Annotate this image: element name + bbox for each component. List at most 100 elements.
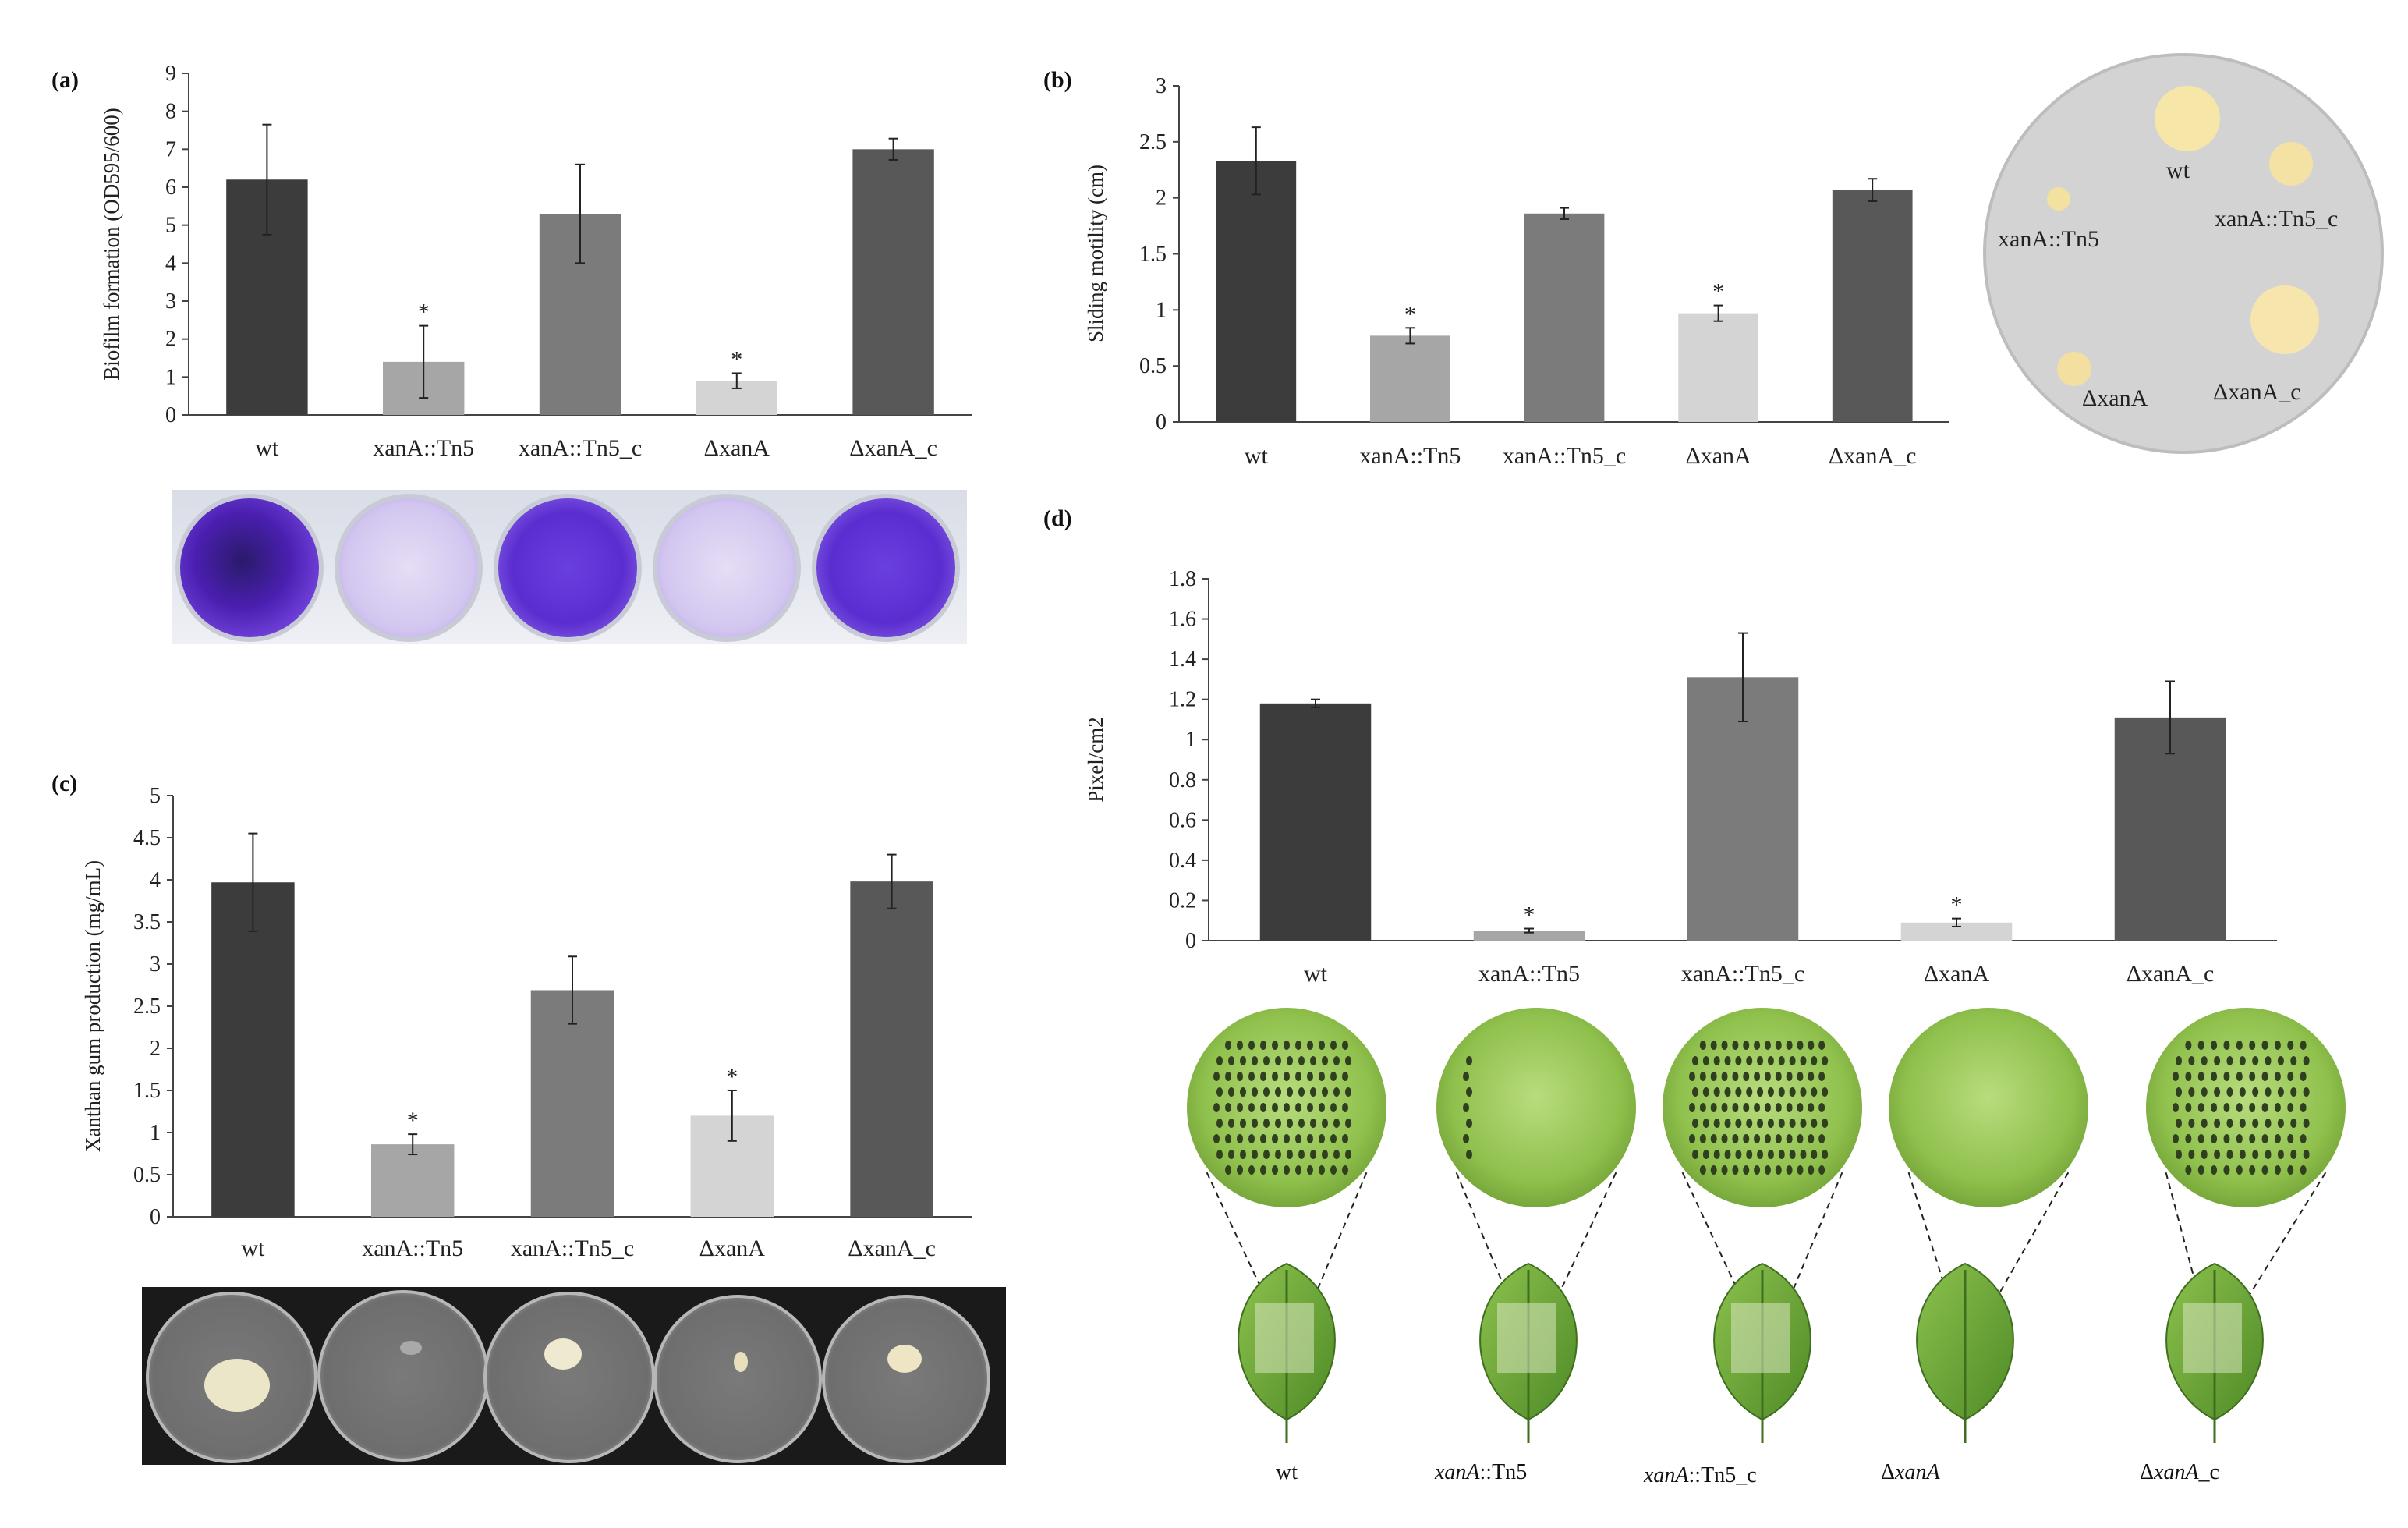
leaf-label-xanA-Tn5-c-italic: xanA — [1644, 1463, 1689, 1487]
lesion-dot — [1287, 1150, 1293, 1159]
leaf-label-xanA-Tn5-c-plain: ::Tn5_c — [1688, 1463, 1757, 1487]
lesion-dot — [1732, 1165, 1739, 1175]
lesion-dot — [2252, 1056, 2259, 1065]
lesion-dot — [2300, 1134, 2307, 1143]
lesion-dot — [2176, 1119, 2182, 1128]
bar-b-3 — [1678, 313, 1758, 422]
lesion-dot — [1240, 1087, 1246, 1097]
y-tick-label-d-7: 1.4 — [1169, 647, 1196, 672]
lesion-dot — [2236, 1134, 2243, 1143]
lesion-dot — [2265, 1150, 2272, 1159]
colony-wt — [2155, 86, 2220, 151]
lesion-dot — [1764, 1134, 1771, 1143]
category-label-b-4: ΔxanA_c — [1829, 443, 1917, 469]
lesion-dot — [1263, 1150, 1270, 1159]
lesion-dot — [1746, 1150, 1753, 1159]
y-tick-label-a-1: 1 — [165, 365, 176, 389]
lesion-dot — [1310, 1119, 1316, 1128]
lesion-dot — [1732, 1041, 1739, 1050]
sliding-motility-plate-photo: wt xanA::Tn5 xanA::Tn5_c ΔxanA ΔxanA_c — [1981, 47, 2386, 460]
leaf-label-delta-xanA-c-italic: xanA — [2154, 1460, 2199, 1484]
lesion-dot — [1307, 1041, 1313, 1050]
y-tick-label-b-6: 3 — [1156, 74, 1167, 98]
plate-label-xanA-Tn5: xanA::Tn5 — [1998, 226, 2099, 252]
xanthan-plates-photo — [142, 1287, 1006, 1465]
lesion-dot — [1797, 1165, 1804, 1175]
lesion-dot — [1284, 1103, 1290, 1112]
lesion-dot — [1275, 1087, 1281, 1097]
lesion-dot — [1724, 1056, 1731, 1065]
lesion-dot — [2188, 1119, 2195, 1128]
plate-svg: wt xanA::Tn5 xanA::Tn5_c ΔxanA ΔxanA_c — [1983, 53, 2384, 454]
y-tick-label-c-9: 4.5 — [133, 826, 161, 850]
lesion-dot — [2239, 1056, 2246, 1065]
lesion-dot — [2226, 1119, 2233, 1128]
dish-xanA-Tn5-c — [483, 1292, 655, 1463]
lesion-dot — [1260, 1103, 1266, 1112]
lesion-dot — [2249, 1041, 2256, 1050]
well-xanA-Tn5-c — [494, 494, 642, 642]
lesion-dot — [2249, 1072, 2256, 1081]
lesion-dot — [1333, 1056, 1340, 1065]
lesion-dot — [1735, 1150, 1742, 1159]
lesion-dot — [2265, 1056, 2272, 1065]
zoom-guide-right-0 — [1301, 1172, 1368, 1327]
lesion-dot — [1272, 1041, 1278, 1050]
lesion-dot — [1732, 1072, 1739, 1081]
lesion-dot — [1342, 1041, 1348, 1050]
lesion-dot — [1699, 1041, 1706, 1050]
lesion-dot — [2274, 1134, 2281, 1143]
y-tick-label-b-2: 1 — [1156, 298, 1167, 322]
zoom-guide-left-1 — [1455, 1172, 1521, 1327]
lesion-dot — [1743, 1072, 1750, 1081]
colony-delta-xanA — [2057, 352, 2091, 386]
lesion-dot — [2239, 1087, 2246, 1097]
lesion-dot — [2249, 1165, 2256, 1175]
significance-mark-b-3: * — [1712, 279, 1724, 305]
lesion-dot — [1735, 1056, 1742, 1065]
y-tick-label-a-4: 4 — [165, 251, 176, 275]
lesion-dot — [1778, 1150, 1785, 1159]
lesion-dot — [1319, 1041, 1325, 1050]
lesion-dot — [2211, 1134, 2218, 1143]
category-label-d-1: xanA::Tn5 — [1478, 961, 1580, 987]
lesion-dot — [2185, 1134, 2192, 1143]
lesion-dot — [1275, 1056, 1281, 1065]
lesion-dot — [1248, 1072, 1255, 1081]
category-label-c-3: ΔxanA — [699, 1236, 766, 1261]
lesion-dot — [1310, 1150, 1316, 1159]
lesion-dot — [1310, 1056, 1316, 1065]
category-label-d-4: ΔxanA_c — [2126, 961, 2215, 987]
lesion-dot — [1732, 1103, 1739, 1112]
lesion-dot — [2303, 1087, 2310, 1097]
lesion-dot — [2226, 1150, 2233, 1159]
lesion-dot — [1818, 1103, 1825, 1112]
y-tick-label-a-7: 7 — [165, 137, 176, 161]
lesion-dot — [1466, 1056, 1472, 1065]
lesion-dot — [1298, 1087, 1305, 1097]
lesion-dot — [1743, 1041, 1750, 1050]
lesion-dot — [1710, 1103, 1717, 1112]
leaf-infiltration-zone-2 — [1731, 1303, 1790, 1373]
lesion-dot — [1287, 1119, 1293, 1128]
y-tick-label-a-9: 9 — [165, 62, 176, 86]
lesion-dot — [1710, 1041, 1717, 1050]
lesion-dot — [1757, 1150, 1764, 1159]
lesion-dot — [1240, 1150, 1246, 1159]
lesion-dot — [1818, 1165, 1825, 1175]
lesion-dot — [1466, 1150, 1472, 1159]
lesion-dot — [1260, 1072, 1266, 1081]
lesion-dot — [2185, 1041, 2192, 1050]
lesion-dot — [1710, 1134, 1717, 1143]
y-tick-label-d-8: 1.6 — [1169, 608, 1196, 632]
lesion-dot — [2300, 1072, 2307, 1081]
lesion-dot — [1463, 1072, 1469, 1081]
lesion-dot — [2214, 1119, 2221, 1128]
lesion-dot — [2261, 1103, 2268, 1112]
lesion-dot — [1263, 1119, 1270, 1128]
dish-delta-xanA — [653, 1295, 822, 1463]
lesion-dot — [2185, 1072, 2192, 1081]
lesion-dot — [1240, 1056, 1246, 1065]
y-axis-label-c: Xanthan gum production (mg/mL) — [81, 860, 104, 1152]
lesion-dot — [2290, 1119, 2297, 1128]
